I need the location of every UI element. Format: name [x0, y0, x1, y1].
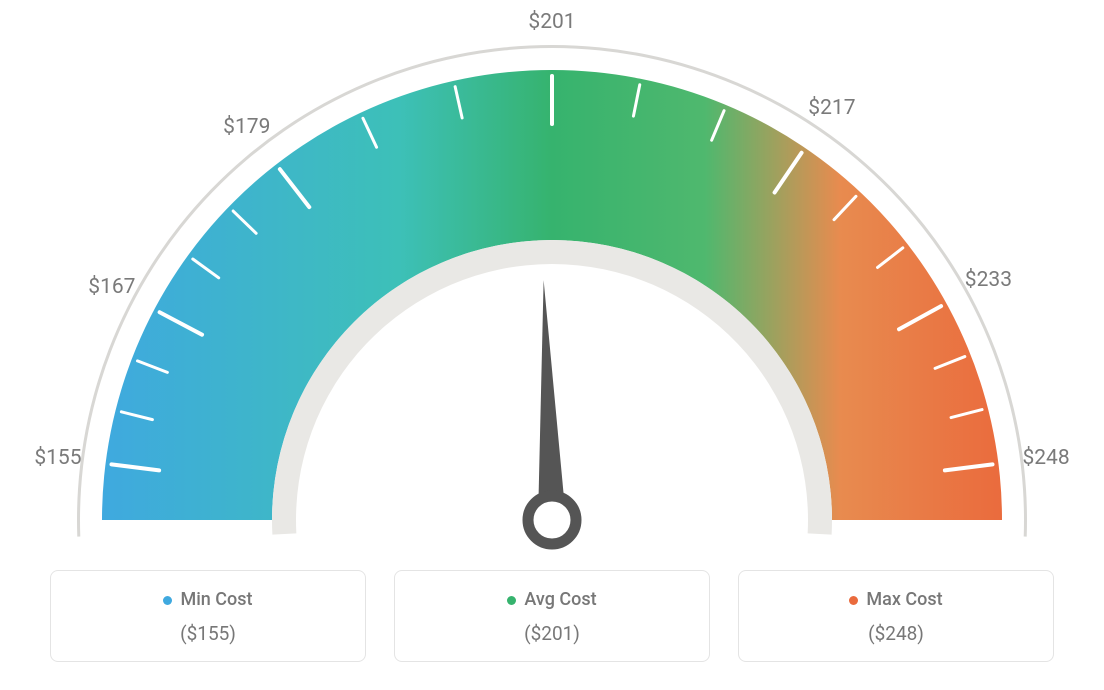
- gauge-tick-label: $201: [528, 10, 575, 34]
- gauge-tick-label: $233: [965, 268, 1012, 292]
- gauge-chart-container: $155 $167 $179 $201 $217 $233 $248 Min Cost ($…: [0, 0, 1104, 690]
- gauge-tick-label: $217: [808, 96, 855, 120]
- legend-value-avg: ($201): [405, 622, 699, 645]
- gauge-tick-label: $179: [223, 115, 270, 139]
- legend-card-max: Max Cost ($248): [738, 570, 1054, 662]
- dot-icon: [163, 596, 172, 605]
- dot-icon: [849, 596, 858, 605]
- legend-label-text: Min Cost: [180, 589, 252, 610]
- dot-icon: [507, 596, 516, 605]
- legend-card-avg: Avg Cost ($201): [394, 570, 710, 662]
- legend-value-min: ($155): [61, 622, 355, 645]
- gauge-tick-label: $248: [1022, 446, 1069, 470]
- legend-value-max: ($248): [749, 622, 1043, 645]
- gauge: $155 $167 $179 $201 $217 $233 $248: [0, 0, 1104, 560]
- legend-label-text: Avg Cost: [524, 589, 596, 610]
- gauge-tick-label: $167: [88, 275, 135, 299]
- gauge-tick-label: $155: [34, 446, 81, 470]
- legend-card-min: Min Cost ($155): [50, 570, 366, 662]
- legend-label-avg: Avg Cost: [405, 589, 699, 610]
- legend-label-max: Max Cost: [749, 589, 1043, 610]
- legend-label-text: Max Cost: [866, 589, 942, 610]
- legend-row: Min Cost ($155) Avg Cost ($201) Max Cost…: [50, 570, 1054, 662]
- legend-label-min: Min Cost: [61, 589, 355, 610]
